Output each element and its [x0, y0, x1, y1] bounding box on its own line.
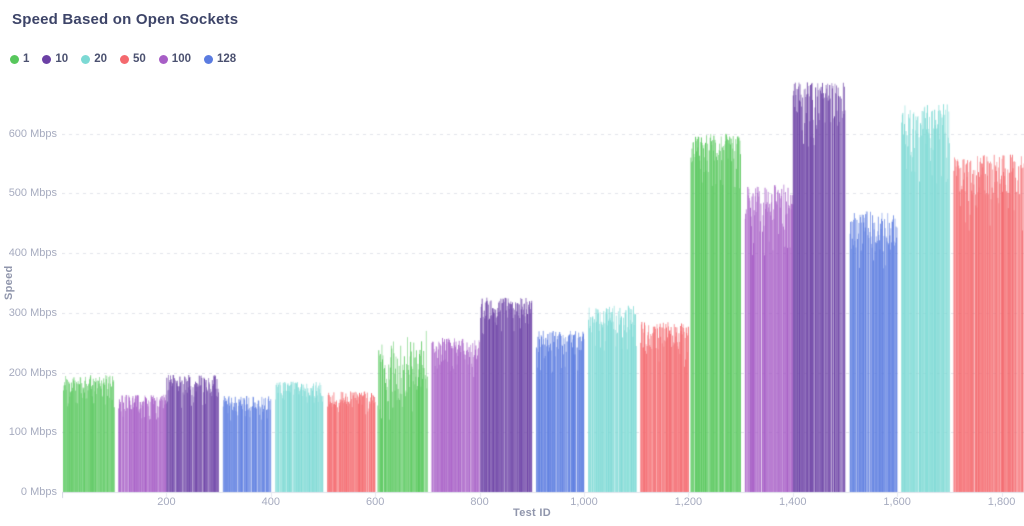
x-tick-label: 1,200: [674, 496, 703, 508]
legend-dot-icon: [158, 54, 168, 64]
legend-dot-icon: [10, 54, 19, 64]
legend-item-50[interactable]: 50: [120, 53, 146, 65]
y-tick-label: 0 Mbps: [20, 486, 57, 498]
legend-dot-icon: [42, 54, 52, 64]
legend-dot-icon: [203, 54, 213, 64]
legend-item-label: 50: [133, 53, 146, 65]
y-tick-label: 200 Mbps: [8, 366, 57, 379]
plot-canvas[interactable]: [62, 74, 1024, 500]
legend-item-label: 100: [171, 53, 191, 65]
x-tick-label: 1,000: [570, 496, 598, 508]
y-tick-label: 400 Mbps: [8, 247, 57, 260]
y-tick-label: 100 Mbps: [8, 426, 57, 439]
y-tick-label: 600 Mbps: [8, 127, 57, 140]
legend-item-100[interactable]: 100: [158, 53, 191, 65]
x-tick-label: 1,400: [778, 496, 807, 508]
x-tick-label: 800: [470, 496, 489, 508]
legend-item-label: 1: [23, 53, 30, 65]
legend-item-label: 10: [55, 53, 69, 65]
x-tick-label: 1,800: [987, 496, 1016, 508]
legend-item-label: 20: [94, 53, 107, 65]
y-tick-label: 500 Mbps: [8, 187, 57, 200]
legend-item-1[interactable]: 1: [10, 53, 29, 65]
x-tick-label: 600: [365, 496, 385, 508]
x-tick-label: 400: [261, 496, 280, 508]
x-tick-label: 200: [157, 496, 176, 508]
legend-item-128[interactable]: 128: [203, 53, 237, 65]
legend-item-label: 128: [216, 53, 237, 65]
x-axis-title: Test ID: [513, 507, 551, 519]
legend-dot-icon: [120, 54, 129, 64]
legend: 1 10 20 50 100 128: [10, 53, 236, 65]
legend-item-20[interactable]: 20: [81, 53, 107, 65]
y-tick-label: 300 Mbps: [8, 306, 57, 319]
legend-dot-icon: [81, 54, 91, 64]
x-tick-label: 1,600: [883, 496, 911, 508]
legend-item-10[interactable]: 10: [42, 53, 68, 65]
chart-title: Speed Based on Open Sockets: [12, 11, 239, 28]
